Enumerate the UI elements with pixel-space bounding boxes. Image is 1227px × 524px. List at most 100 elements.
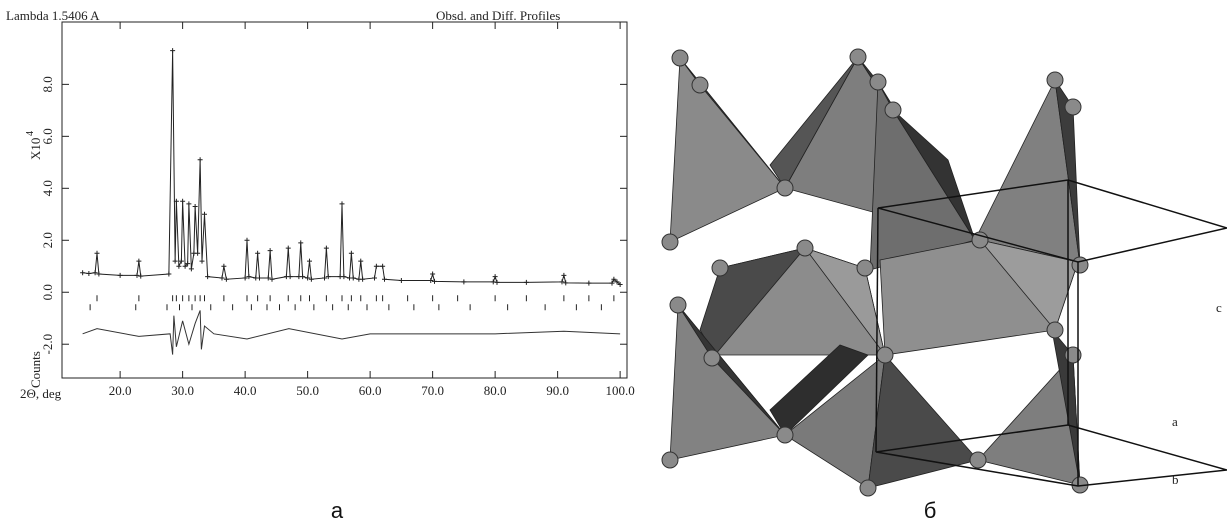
atom: [859, 479, 877, 497]
data-point: [176, 263, 182, 269]
data-point: [117, 272, 123, 278]
subtitle: Lambda 1.5406 A: [6, 8, 100, 23]
data-point: [172, 258, 178, 264]
tetra-face: [1051, 328, 1081, 486]
cell-top: [877, 179, 1227, 263]
data-point: [372, 275, 377, 281]
data-point: [242, 275, 248, 281]
data-point: [350, 275, 356, 281]
structure: [669, 56, 1081, 489]
data-point: [308, 276, 314, 282]
tetra-face: [769, 56, 859, 189]
atom: [1046, 321, 1064, 339]
atom: [1064, 346, 1082, 364]
data-point: [339, 201, 345, 207]
data-point: [205, 274, 211, 280]
data-point: [494, 279, 500, 285]
atom: [869, 73, 887, 91]
data-point: [380, 263, 386, 269]
octa-face: [978, 239, 1079, 331]
axis-label-a: a: [1172, 414, 1178, 429]
data-point: [188, 266, 194, 272]
data-point: [267, 248, 273, 254]
data-point: [305, 275, 311, 281]
x-tick-label: 70.0: [421, 383, 444, 398]
data-point: [323, 245, 329, 251]
data-point: [298, 240, 304, 246]
y-tick-label: 4.0: [40, 180, 55, 196]
atom: [776, 179, 794, 197]
atom: [711, 259, 729, 277]
data-point: [611, 276, 617, 282]
data-point: [586, 280, 592, 286]
data-point: [173, 198, 179, 204]
atom: [669, 296, 687, 314]
data-point: [202, 211, 207, 217]
x-tick-label: 90.0: [546, 383, 569, 398]
series-line: [82, 310, 621, 355]
x-label: 2Θ, deg: [20, 386, 62, 401]
tetra-edge: [769, 344, 869, 436]
data-point: [373, 263, 379, 269]
data-point: [219, 275, 225, 281]
data-point: [96, 271, 102, 277]
data-point: [170, 48, 176, 54]
chart-title: Obsd. and Diff. Profiles: [436, 8, 560, 23]
atom: [969, 451, 987, 469]
data-point: [269, 276, 275, 282]
tetra-face: [677, 304, 786, 436]
data-point: [609, 280, 615, 286]
data-point: [398, 278, 404, 284]
axis-label-b: b: [1172, 472, 1179, 487]
data-point: [428, 278, 434, 284]
data-point: [185, 261, 191, 267]
x-tick-label: 100.0: [606, 383, 635, 398]
y-tick-label: 0.0: [40, 284, 55, 300]
data-point: [561, 272, 567, 278]
data-point: [178, 258, 184, 264]
x-tick-label: 50.0: [296, 383, 319, 398]
data-point: [325, 274, 331, 280]
plot-frame: [61, 21, 628, 379]
data-point: [138, 273, 144, 279]
x-tick-label: 20.0: [109, 383, 132, 398]
data-point: [244, 237, 250, 243]
data-point: [246, 274, 252, 280]
atom: [661, 233, 679, 251]
y-label-group: X10 4: [25, 131, 43, 160]
y-tick-label: 8.0: [40, 76, 55, 92]
tetra-face: [669, 56, 786, 243]
y-tick-label: 6.0: [40, 128, 55, 144]
atom: [691, 76, 709, 94]
data-point: [180, 198, 186, 204]
data-point: [94, 250, 100, 256]
data-point: [221, 263, 227, 269]
data-point: [92, 270, 98, 276]
data-point: [348, 250, 354, 256]
panel-label: а: [331, 498, 344, 523]
atom: [884, 101, 902, 119]
data-point: [523, 279, 529, 285]
atom: [703, 349, 721, 367]
data-point: [86, 271, 92, 277]
data-point: [257, 275, 262, 281]
data-point: [300, 274, 306, 280]
y-tick-label: 2.0: [40, 232, 55, 248]
data-point: [223, 276, 229, 282]
tetra-face: [892, 109, 976, 241]
data-point: [265, 275, 271, 281]
data-point: [617, 281, 623, 287]
data-point: [614, 279, 620, 285]
atom: [796, 239, 814, 257]
axis-label-c: c: [1216, 300, 1222, 315]
atom: [661, 451, 679, 469]
atom: [849, 48, 867, 66]
x-tick-label: 40.0: [234, 383, 257, 398]
data-point: [197, 157, 203, 163]
data-point: [563, 280, 569, 286]
tetra-face: [867, 354, 979, 489]
data-point: [80, 270, 86, 276]
series-line: [82, 50, 621, 285]
x-tick-label: 30.0: [171, 383, 194, 398]
atom: [856, 259, 874, 277]
